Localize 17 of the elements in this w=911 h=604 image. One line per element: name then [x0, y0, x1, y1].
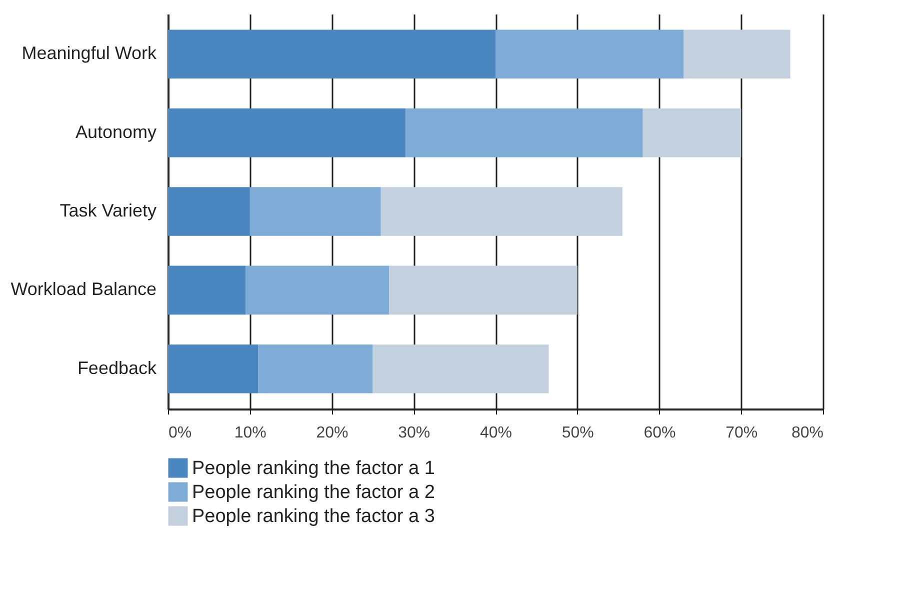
x-tick-label: 70% [726, 424, 758, 442]
x-tick-label: 0% [168, 424, 192, 442]
x-tick-label: 30% [398, 424, 430, 442]
x-tick-label: 10% [234, 424, 266, 442]
legend-label: People ranking the factor a 3 [192, 506, 435, 527]
legend-label: People ranking the factor a 1 [192, 458, 435, 479]
y-tick-label: Workload Balance [10, 279, 156, 300]
x-tick-label: 20% [316, 424, 348, 442]
x-tick-label: 40% [480, 424, 512, 442]
y-tick-label: Task Variety [60, 200, 156, 220]
legend-label: People ranking the factor a 2 [192, 482, 435, 503]
y-tick-label: Meaningful Work [22, 43, 158, 64]
x-tick-label: 80% [791, 424, 824, 442]
x-tick-label: 60% [644, 424, 676, 442]
y-tick-label: Autonomy [75, 122, 156, 142]
y-tick-label: Feedback [77, 358, 158, 378]
x-tick-label: 50% [562, 424, 594, 442]
